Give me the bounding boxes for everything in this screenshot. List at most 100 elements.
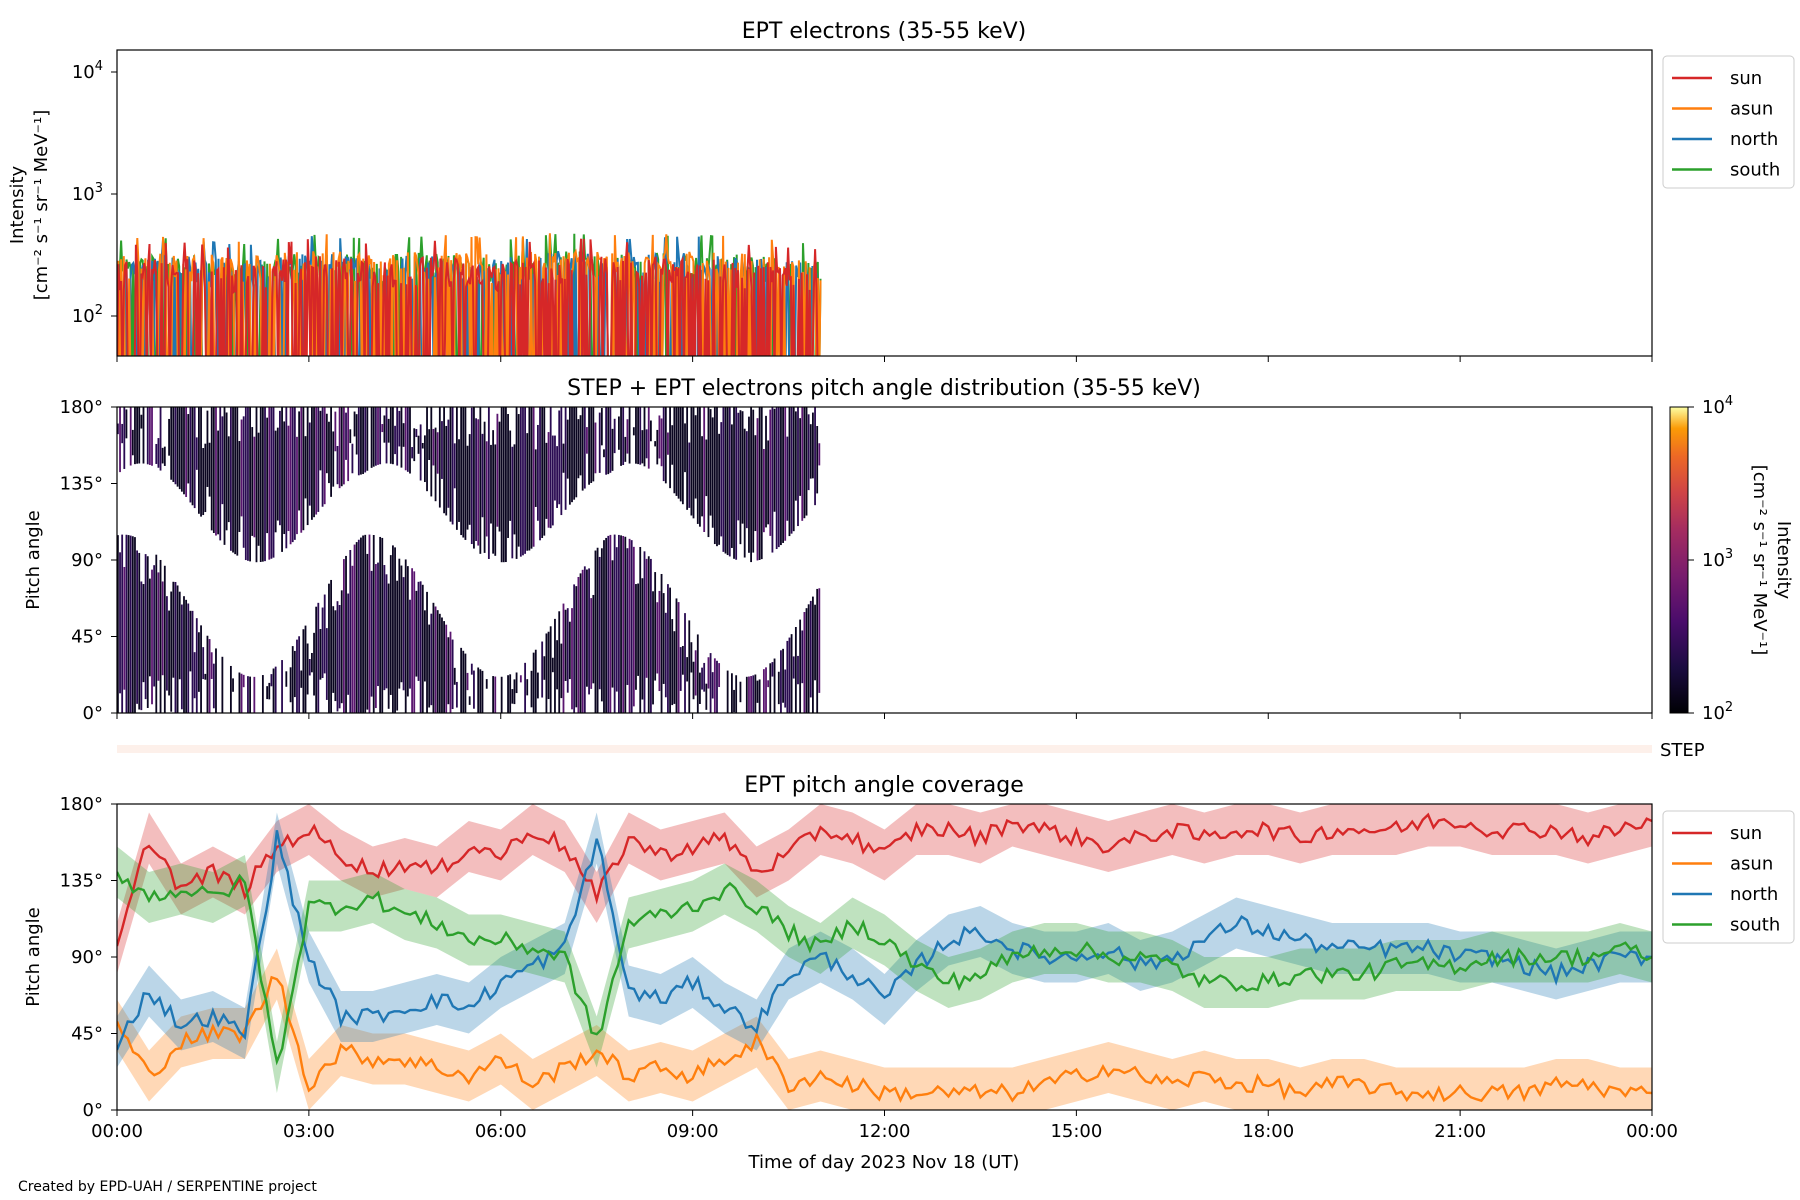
heatmap-cell xyxy=(765,415,767,528)
heatmap-cell xyxy=(528,407,531,551)
heatmap-cell xyxy=(534,449,537,507)
heatmap-cell xyxy=(168,610,170,696)
heatmap-cell xyxy=(212,663,215,709)
heatmap-cell xyxy=(389,407,392,464)
heatmap-cell xyxy=(189,407,192,503)
heatmap-cell xyxy=(492,430,495,554)
step-strip-label: STEP xyxy=(1660,740,1705,761)
heatmap-cell xyxy=(300,407,303,533)
legend-box xyxy=(1662,55,1795,189)
heatmap-cell xyxy=(392,545,394,713)
heatmap-cell xyxy=(536,672,539,699)
panel-pitch-angle-distribution: STEP + EPT electrons pitch angle distrib… xyxy=(23,376,1794,724)
heatmap-cell xyxy=(121,534,124,713)
heatmap-cell xyxy=(594,550,597,713)
heatmap-cell xyxy=(667,584,669,713)
heatmap-cell xyxy=(406,407,409,472)
heatmap-cell xyxy=(628,538,631,713)
y-tick-label: 0° xyxy=(83,703,103,724)
heatmap-cell xyxy=(707,407,710,538)
heatmap-cell xyxy=(692,407,695,519)
heatmap-cell xyxy=(673,407,676,494)
heatmap-cell xyxy=(662,407,665,482)
heatmap-cell xyxy=(404,559,407,713)
heatmap-cell xyxy=(754,674,757,713)
heatmap-cell xyxy=(590,598,593,689)
heatmap-cell xyxy=(477,667,480,713)
heatmap-cell xyxy=(415,590,418,677)
heatmap-cell xyxy=(543,656,546,680)
heatmap-cell xyxy=(319,628,322,680)
heatmap-cell xyxy=(396,407,399,466)
heatmap-cell xyxy=(257,432,260,546)
heatmap-cell xyxy=(392,407,394,465)
heatmap-cell xyxy=(296,436,298,535)
heatmap-cell xyxy=(669,587,671,713)
heatmap-cell xyxy=(191,610,194,713)
heatmap-cell xyxy=(805,608,808,713)
heatmap-cell xyxy=(603,449,605,458)
heatmap-cell xyxy=(455,407,458,530)
heatmap-cell xyxy=(470,663,473,675)
heatmap-cell xyxy=(117,423,119,435)
heatmap-cell xyxy=(166,596,168,691)
heatmap-cell xyxy=(217,430,220,535)
heatmap-cell xyxy=(699,672,701,704)
heatmap-cell xyxy=(293,407,296,540)
heatmap-cell xyxy=(654,441,657,447)
heatmap-cell xyxy=(771,407,774,553)
x-tick-label: 09:00 xyxy=(667,1121,719,1142)
x-tick-label: 18:00 xyxy=(1242,1121,1294,1142)
panel3-plot-area xyxy=(117,804,1652,1110)
heatmap-cell xyxy=(409,599,411,689)
step-strip: STEP xyxy=(117,740,1705,761)
heatmap-cell xyxy=(400,407,403,468)
heatmap-cell xyxy=(816,426,819,494)
heatmap-cell xyxy=(453,443,456,489)
heatmap-cell xyxy=(675,598,678,713)
heatmap-cell xyxy=(430,407,433,497)
heatmap-cell xyxy=(741,411,744,524)
heatmap-cell xyxy=(797,655,799,685)
heatmap-cell xyxy=(622,535,625,713)
heatmap-cell xyxy=(360,537,362,713)
heatmap-cell xyxy=(652,591,654,705)
heatmap-cell xyxy=(289,407,292,545)
heatmap-cell xyxy=(138,552,141,710)
heatmap-cell xyxy=(801,407,804,521)
heatmap-cell xyxy=(253,676,256,713)
heatmap-cell xyxy=(547,631,550,700)
heatmap-cell xyxy=(739,410,742,545)
heatmap-cell xyxy=(345,555,347,713)
panel-intensity: EPT electrons (35-55 keV) 104 103 102 In… xyxy=(7,19,1795,362)
heatmap-cell xyxy=(647,556,650,713)
heatmap-cell xyxy=(366,407,369,471)
heatmap-cell xyxy=(242,674,245,688)
heatmap-cell xyxy=(611,428,614,471)
panel3-title: EPT pitch angle coverage xyxy=(744,773,1024,798)
heatmap-cell xyxy=(641,578,644,700)
heatmap-cell xyxy=(607,535,610,713)
heatmap-cell xyxy=(426,591,428,713)
heatmap-cell xyxy=(142,407,145,464)
heatmap-cell xyxy=(711,417,714,528)
heatmap-cell xyxy=(125,409,128,439)
heatmap-cell xyxy=(758,407,761,560)
heatmap-cell xyxy=(176,585,179,713)
heatmap-cell xyxy=(620,407,622,466)
heatmap-cell xyxy=(635,407,637,464)
heatmap-cell xyxy=(713,407,716,545)
heatmap-cell xyxy=(146,407,149,465)
heatmap-cell xyxy=(159,559,162,713)
heatmap-cell xyxy=(409,407,411,474)
heatmap-cell xyxy=(494,444,497,556)
heatmap-cell xyxy=(385,407,388,464)
heatmap-cell xyxy=(119,407,121,473)
heatmap-cell xyxy=(656,429,659,465)
heatmap-cell xyxy=(745,431,748,529)
heatmap-cell xyxy=(566,608,569,693)
heatmap-cell xyxy=(694,650,697,696)
heatmap-cell xyxy=(441,617,443,713)
heatmap-cell xyxy=(161,447,164,464)
